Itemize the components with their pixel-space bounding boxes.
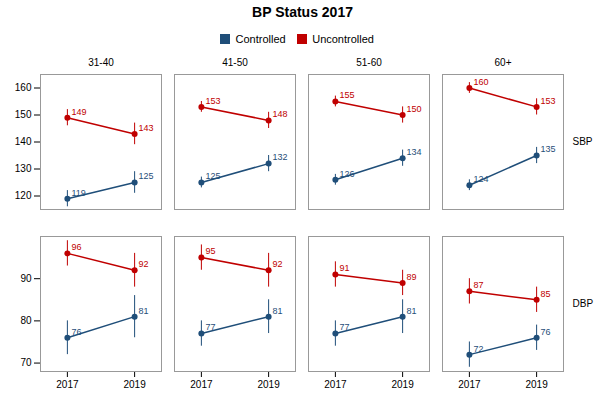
- html-text:BP Status 2017: BP Status 2017: [252, 4, 353, 20]
- svg-text:90: 90: [20, 273, 32, 284]
- svg-text:60+: 60+: [495, 57, 512, 68]
- svg-text:80: 80: [20, 315, 32, 326]
- svg-text:2019: 2019: [391, 379, 414, 390]
- svg-text:DBP: DBP: [573, 298, 594, 309]
- svg-text:85: 85: [541, 289, 551, 299]
- svg-text:89: 89: [407, 272, 417, 282]
- svg-text:81: 81: [407, 306, 417, 316]
- svg-text:126: 126: [339, 169, 354, 179]
- svg-text:41-50: 41-50: [222, 57, 248, 68]
- svg-text:120: 120: [15, 190, 32, 201]
- svg-text:2017: 2017: [324, 379, 347, 390]
- svg-text:76: 76: [541, 327, 551, 337]
- svg-text:130: 130: [15, 163, 32, 174]
- svg-text:SBP: SBP: [573, 136, 593, 147]
- svg-text:124: 124: [473, 174, 488, 184]
- svg-text:81: 81: [139, 306, 149, 316]
- svg-text:153: 153: [541, 96, 556, 106]
- svg-text:148: 148: [273, 109, 288, 119]
- html-text:Uncontrolled: Uncontrolled: [312, 32, 374, 45]
- svg-text:125: 125: [205, 171, 220, 181]
- svg-text:153: 153: [205, 96, 220, 106]
- svg-text:31-40: 31-40: [88, 57, 114, 68]
- svg-text:134: 134: [407, 147, 422, 157]
- svg-text:132: 132: [273, 152, 288, 162]
- svg-text:91: 91: [339, 263, 349, 273]
- svg-text:2017: 2017: [56, 379, 79, 390]
- svg-text:77: 77: [339, 322, 349, 332]
- svg-text:2019: 2019: [123, 379, 146, 390]
- svg-text:92: 92: [273, 259, 283, 269]
- svg-text:155: 155: [339, 90, 354, 100]
- svg-text:2017: 2017: [458, 379, 481, 390]
- svg-text:119: 119: [71, 188, 85, 198]
- svg-text:150: 150: [15, 109, 32, 120]
- svg-text:150: 150: [407, 104, 422, 114]
- svg-text:96: 96: [71, 242, 81, 252]
- html-text:Controlled: Controlled: [235, 32, 286, 45]
- svg-text:92: 92: [139, 259, 149, 269]
- svg-text:51-60: 51-60: [356, 57, 382, 68]
- svg-text:2019: 2019: [257, 379, 280, 390]
- svg-text:125: 125: [139, 171, 154, 181]
- svg-text:140: 140: [15, 136, 32, 147]
- svg-text:70: 70: [20, 357, 32, 368]
- svg-text:143: 143: [139, 123, 154, 133]
- svg-text:149: 149: [71, 107, 86, 117]
- svg-text:95: 95: [205, 246, 215, 256]
- svg-text:77: 77: [205, 322, 215, 332]
- svg-text:135: 135: [541, 144, 556, 154]
- svg-text:2019: 2019: [525, 379, 548, 390]
- svg-text:76: 76: [71, 327, 81, 337]
- svg-text:72: 72: [473, 344, 483, 354]
- svg-text:160: 160: [473, 77, 488, 87]
- svg-text:81: 81: [273, 306, 283, 316]
- svg-text:87: 87: [473, 280, 483, 290]
- svg-text:2017: 2017: [190, 379, 213, 390]
- svg-text:160: 160: [15, 82, 32, 93]
